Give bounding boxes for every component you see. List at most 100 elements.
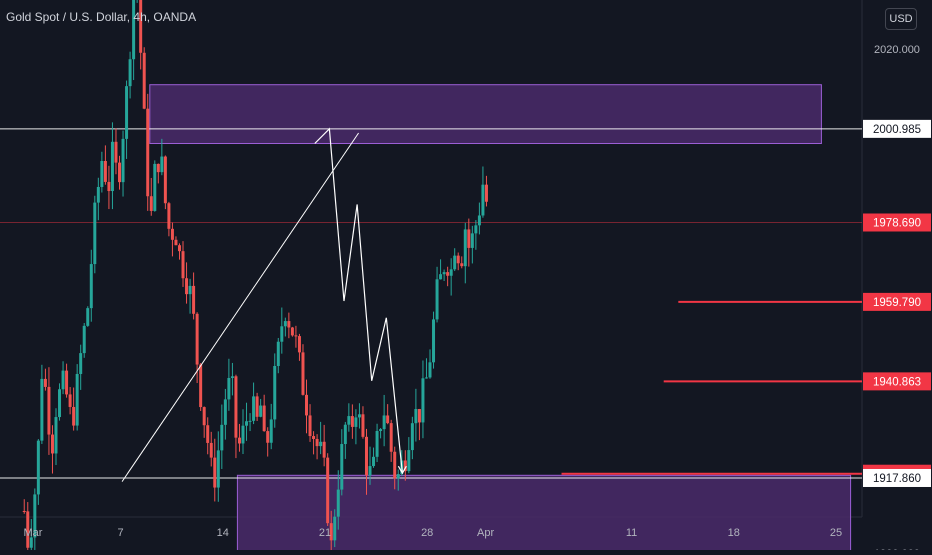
candle: [393, 451, 397, 479]
candle: [470, 233, 474, 248]
symbol-title: Gold Spot / U.S. Dollar, 4h, OANDA: [6, 10, 197, 24]
time-tick: Mar: [24, 527, 43, 539]
candle: [481, 184, 485, 216]
candle: [453, 255, 457, 270]
time-tick: 18: [728, 527, 740, 539]
candle: [163, 156, 167, 204]
candle: [386, 415, 390, 424]
candle: [195, 313, 199, 365]
price-label-bg: [863, 292, 931, 311]
currency-button[interactable]: USD: [885, 8, 917, 30]
candle: [103, 160, 107, 182]
price-label: 2000.985: [863, 119, 931, 138]
candle: [403, 460, 407, 472]
price-label: 1940.863: [863, 372, 931, 391]
candle: [294, 335, 298, 337]
candle: [33, 494, 37, 538]
candle: [40, 378, 44, 441]
candle: [199, 364, 203, 408]
candle: [227, 377, 231, 400]
candle: [262, 405, 266, 432]
time-tick: 7: [118, 527, 124, 539]
resistance-zone[interactable]: [149, 84, 822, 144]
candle: [206, 425, 210, 443]
candle: [82, 325, 86, 354]
candle: [167, 203, 171, 229]
candle: [259, 405, 263, 417]
price-label-bg: [863, 213, 931, 232]
projection-path[interactable]: [314, 127, 403, 474]
candle: [442, 272, 446, 275]
candle: [107, 181, 111, 192]
candle: [428, 362, 432, 378]
time-tick: 11: [626, 527, 637, 539]
time-tick: Apr: [477, 527, 494, 539]
candle: [439, 274, 443, 280]
candle: [336, 489, 340, 517]
candle: [36, 440, 40, 495]
candle: [347, 416, 351, 425]
candle: [467, 229, 471, 248]
candle: [146, 108, 150, 197]
candle: [368, 466, 372, 476]
time-tick: 21: [319, 527, 331, 539]
candle: [61, 370, 65, 390]
candle: [326, 457, 330, 524]
candle: [421, 378, 425, 423]
candle: [456, 255, 460, 264]
candle: [192, 285, 196, 314]
candle: [308, 415, 312, 437]
candle: [297, 336, 301, 353]
price-label: 1959.790: [863, 292, 931, 311]
candle: [424, 377, 428, 379]
candle: [357, 414, 361, 418]
candle: [449, 269, 453, 276]
candle: [50, 434, 54, 454]
candle: [361, 414, 365, 437]
price-label-text: 1959.790: [873, 297, 921, 309]
candle: [89, 264, 93, 309]
price-label-bg: [863, 119, 931, 138]
candle: [379, 429, 383, 431]
candle: [68, 394, 72, 407]
candle: [132, 0, 136, 60]
candle: [287, 321, 291, 328]
candle: [248, 420, 252, 422]
time-tick: 25: [830, 527, 842, 539]
candle: [86, 308, 90, 326]
candle: [446, 272, 450, 276]
price-label-text: 2000.985: [873, 124, 921, 136]
candle: [343, 424, 347, 445]
candle: [43, 378, 47, 387]
candle: [417, 409, 421, 423]
candle: [125, 86, 129, 139]
candle: [58, 389, 62, 418]
candle: [216, 450, 220, 488]
candle: [213, 457, 217, 488]
price-tick: 2020.000: [874, 44, 920, 56]
candle: [234, 376, 238, 438]
candle: [139, 0, 143, 53]
candle: [110, 141, 114, 192]
candle: [220, 424, 224, 451]
candle: [474, 225, 478, 234]
candle: [245, 421, 249, 426]
candle: [354, 417, 358, 427]
candle: [414, 409, 418, 424]
candle: [382, 415, 386, 430]
candle: [29, 537, 33, 548]
candle: [269, 419, 273, 443]
candle: [174, 239, 178, 246]
candle: [202, 407, 206, 426]
candle: [241, 425, 245, 444]
candle: [407, 450, 411, 472]
candle: [65, 370, 69, 395]
candle: [128, 59, 132, 87]
time-tick: 14: [217, 527, 229, 539]
trendline[interactable]: [121, 132, 359, 482]
candle: [223, 399, 227, 425]
candle: [170, 228, 174, 240]
candle: [230, 376, 234, 378]
